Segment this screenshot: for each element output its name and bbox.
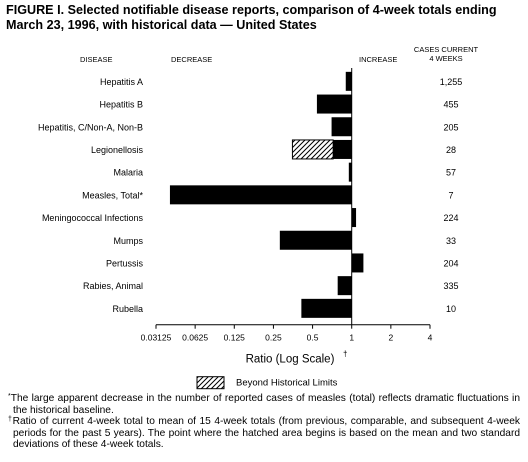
disease-label: Pertussis (106, 258, 144, 268)
disease-label: Rabies, Animal (83, 281, 143, 291)
ratio-bar (345, 71, 352, 91)
x-tick-label: 0.25 (265, 333, 282, 343)
cases-value: 7 (448, 190, 453, 200)
disease-label: Malaria (113, 168, 143, 178)
x-tick-label: 0.125 (224, 333, 246, 343)
ratio-bar (279, 230, 352, 250)
footnote-mark: * (8, 393, 11, 400)
disease-label: Meningococcal Infections (42, 213, 144, 223)
ratio-bar (301, 298, 352, 318)
disease-label: Rubella (112, 304, 143, 314)
header-cases-line1: CASES CURRENT (414, 45, 479, 54)
x-tick-label: 0.0625 (182, 333, 208, 343)
legend-label: Beyond Historical Limits (236, 378, 338, 389)
x-tick-label: 0.03125 (141, 333, 172, 343)
x-tick-label: 2 (388, 333, 393, 343)
cases-value: 10 (446, 304, 456, 314)
footnote-measles: *The large apparent decrease in the numb… (8, 393, 520, 416)
ratio-bar (348, 162, 352, 182)
header-decrease: DECREASE (171, 55, 212, 64)
header-cases-line2: 4 WEEKS (429, 54, 462, 63)
x-tick-label: 1 (349, 333, 354, 343)
cases-value: 33 (446, 236, 456, 246)
x-tick-label: 4 (428, 333, 433, 343)
ratio-bar (337, 276, 352, 296)
ratio-bar (169, 185, 352, 205)
disease-label: Hepatitis, C/Non-A, Non-B (38, 122, 143, 132)
x-axis-label: Ratio (Log Scale) (246, 354, 335, 366)
footnote-mark: † (8, 416, 13, 424)
beyond-limits-hatch (291, 139, 334, 160)
ratio-bar (316, 94, 352, 114)
cases-value: 57 (446, 168, 456, 178)
cases-value: 224 (443, 213, 458, 223)
footnote-ratio: †Ratio of current 4-week total to mean o… (8, 416, 520, 451)
ratio-bar (331, 117, 352, 137)
cases-value: 205 (443, 122, 458, 132)
figure-title: FIGURE I. Selected notifiable disease re… (6, 3, 497, 32)
x-tick-label: 0.5 (307, 333, 319, 343)
disease-label: Hepatitis A (100, 77, 143, 87)
header-disease: DISEASE (80, 55, 113, 64)
cases-value: 1,255 (440, 77, 463, 87)
disease-label: Hepatitis B (99, 100, 143, 110)
ratio-bar (351, 253, 364, 273)
legend-hatch-swatch (196, 376, 225, 390)
cases-value: 204 (443, 258, 458, 268)
disease-label: Measles, Total* (82, 190, 143, 200)
cases-value: 28 (446, 145, 456, 155)
footnote-text: Ratio of current 4-week total to mean of… (12, 416, 520, 451)
ratio-bar (351, 208, 357, 228)
x-axis-label-mark: † (343, 350, 347, 359)
cases-value: 455 (443, 100, 458, 110)
disease-label: Legionellosis (91, 145, 144, 155)
footnotes: *The large apparent decrease in the numb… (8, 393, 520, 451)
cases-value: 335 (443, 281, 458, 291)
footnote-text: The large apparent decrease in the numbe… (10, 393, 520, 416)
disease-label: Mumps (113, 236, 143, 246)
header-increase: INCREASE (359, 55, 397, 64)
